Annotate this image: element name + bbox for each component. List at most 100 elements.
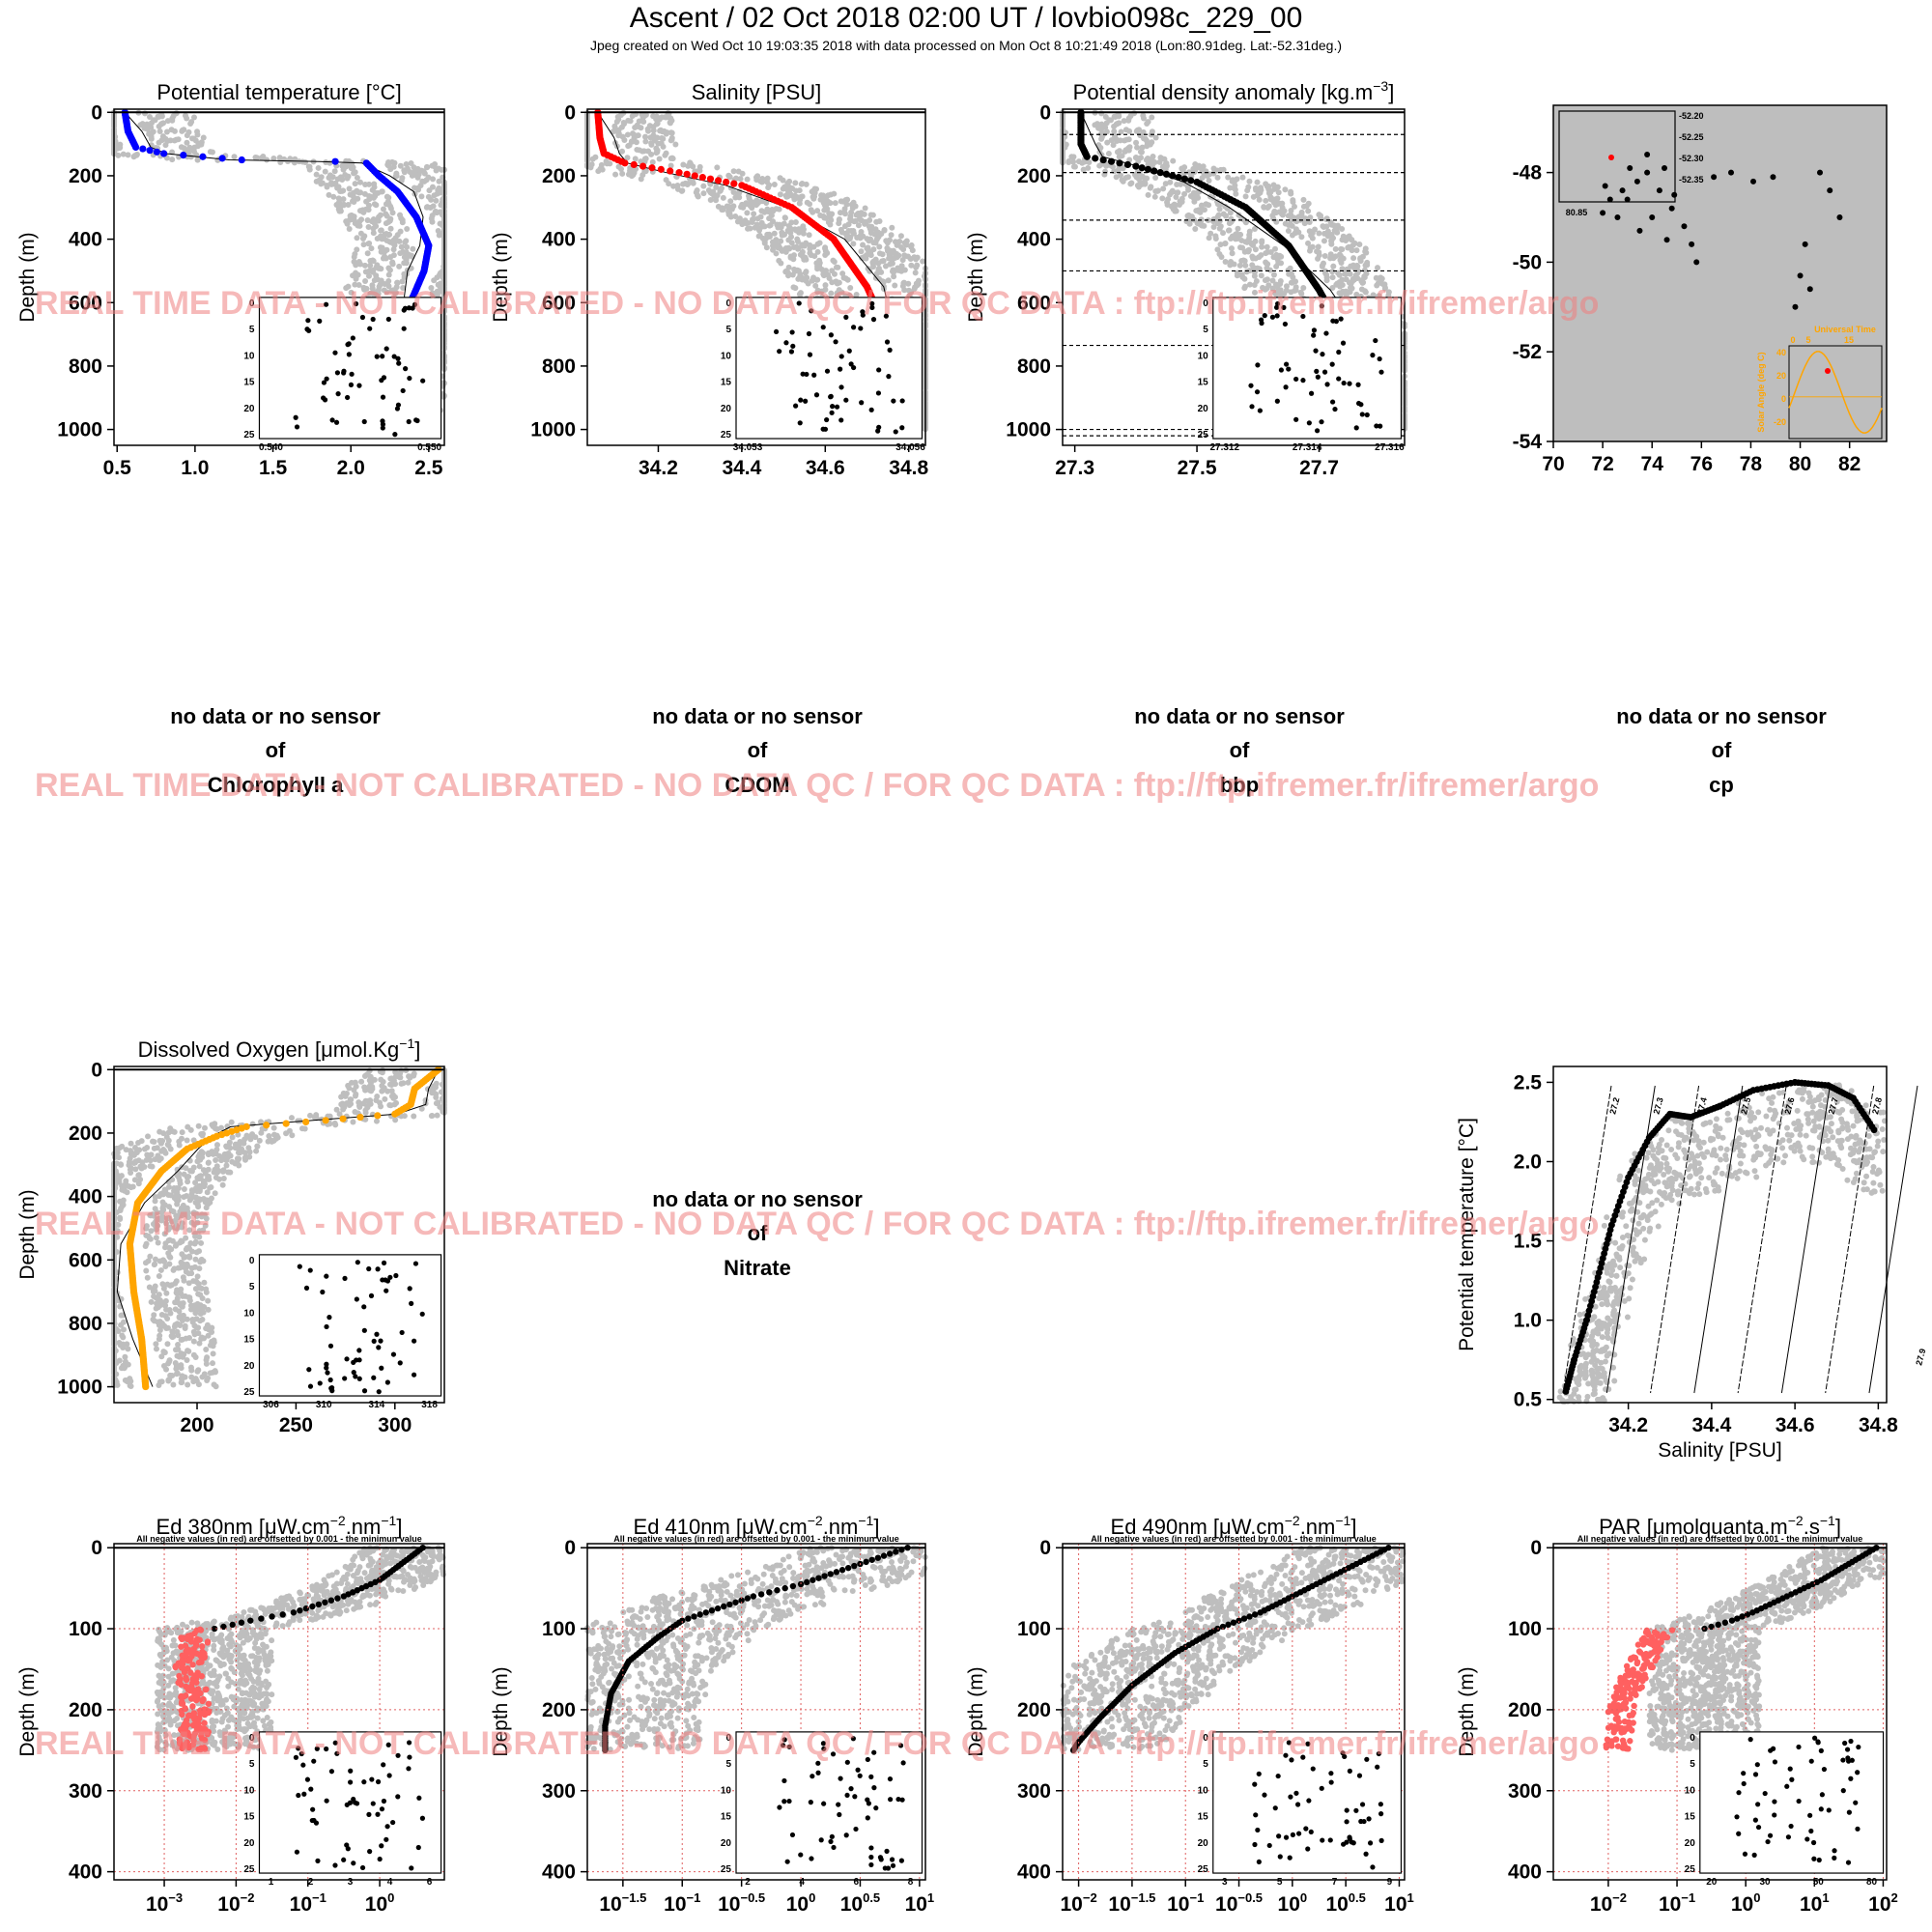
archive-point — [785, 272, 792, 279]
nodata-line2: of — [1712, 738, 1732, 762]
archive-point — [418, 193, 425, 200]
archive-point — [767, 222, 774, 229]
x-tick-label: 1.0 — [181, 457, 209, 479]
archive-point — [194, 131, 201, 138]
archive-point — [1226, 227, 1233, 234]
archive-point — [1136, 176, 1143, 183]
archive-point — [1152, 175, 1159, 182]
plots-layer: Potential temperature [°C]0.5 1.0 1.5 2.0 2.… — [16, 78, 1927, 1916]
archive-point — [785, 222, 792, 229]
inset-point — [843, 397, 849, 403]
archive-point — [1322, 215, 1329, 222]
archive-point — [735, 190, 742, 197]
archive-point — [150, 128, 156, 135]
archive-point — [835, 264, 841, 270]
archive-point — [429, 184, 436, 190]
archive-point — [323, 159, 329, 166]
archive-point — [1305, 200, 1312, 207]
archive-point — [820, 199, 827, 206]
archive-point — [1151, 193, 1158, 200]
nodata-line1: no data or no sensor — [652, 704, 863, 728]
inset-x-tick-label: 0.550 — [417, 442, 441, 453]
inset-point — [899, 398, 905, 404]
archive-point — [685, 180, 692, 186]
x-tick-label: 0.5 — [103, 457, 132, 479]
archive-point — [739, 201, 746, 208]
archive-point — [425, 174, 432, 181]
archive-point — [1118, 128, 1124, 135]
archive-point — [339, 162, 346, 169]
archive-point — [396, 263, 403, 270]
archive-point — [327, 172, 333, 179]
archive-point — [331, 168, 338, 175]
archive-point — [148, 120, 155, 127]
archive-point — [179, 128, 185, 134]
archive-point — [1168, 203, 1175, 210]
archive-point — [903, 238, 910, 244]
inset-point — [838, 417, 844, 423]
archive-point — [387, 225, 394, 232]
archive-point — [396, 238, 403, 244]
inset-point — [304, 327, 310, 332]
archive-point — [171, 128, 178, 134]
archive-point — [1245, 184, 1252, 190]
archive-point — [887, 237, 894, 243]
archive-point — [880, 258, 887, 265]
archive-point — [713, 184, 720, 190]
nodata-line1: no data or no sensor — [1616, 704, 1827, 728]
inset-point — [876, 367, 882, 373]
archive-point — [654, 120, 661, 127]
profile-point — [648, 164, 656, 172]
archive-point — [618, 166, 625, 173]
archive-point — [410, 245, 416, 252]
archive-point — [611, 126, 618, 132]
archive-point — [1228, 215, 1235, 222]
archive-point — [120, 151, 127, 157]
inset-point — [420, 378, 426, 384]
archive-point — [1228, 245, 1235, 252]
inset-point — [850, 325, 857, 330]
archive-point — [1170, 157, 1177, 164]
archive-point — [663, 114, 669, 121]
nodata-line2: of — [1230, 738, 1250, 762]
archive-point — [367, 262, 374, 269]
archive-point — [252, 154, 259, 160]
archive-point — [700, 183, 707, 189]
archive-point — [433, 197, 440, 204]
archive-point — [631, 134, 638, 141]
inset-point — [396, 360, 402, 366]
archive-point — [668, 129, 675, 136]
archive-point — [790, 252, 797, 259]
archive-point — [1111, 128, 1118, 135]
archive-point — [1350, 255, 1357, 262]
archive-point — [850, 228, 857, 235]
archive-point — [1217, 223, 1224, 230]
archive-point — [1193, 189, 1200, 196]
archive-point — [648, 141, 655, 148]
archive-point — [861, 211, 867, 217]
archive-point — [674, 185, 681, 192]
archive-point — [841, 206, 848, 213]
nodata-line1: no data or no sensor — [170, 704, 381, 728]
archive-point — [1191, 198, 1198, 205]
inset-point — [773, 328, 780, 335]
inset-point — [838, 354, 844, 359]
archive-point — [1252, 246, 1259, 253]
archive-point — [160, 120, 167, 127]
archive-point — [914, 254, 921, 261]
archive-point — [1285, 267, 1292, 273]
archive-point — [398, 243, 405, 250]
archive-point — [385, 201, 392, 208]
archive-point — [259, 155, 266, 161]
archive-point — [908, 242, 915, 248]
archive-point — [429, 218, 436, 225]
archive-point — [668, 155, 675, 161]
archive-point — [431, 277, 438, 284]
archive-point — [792, 180, 799, 186]
archive-point — [1070, 154, 1077, 160]
archive-point — [1222, 241, 1229, 247]
archive-point — [827, 221, 834, 228]
archive-point — [163, 128, 170, 135]
inset-point — [820, 325, 826, 330]
profile-point — [1116, 159, 1123, 167]
